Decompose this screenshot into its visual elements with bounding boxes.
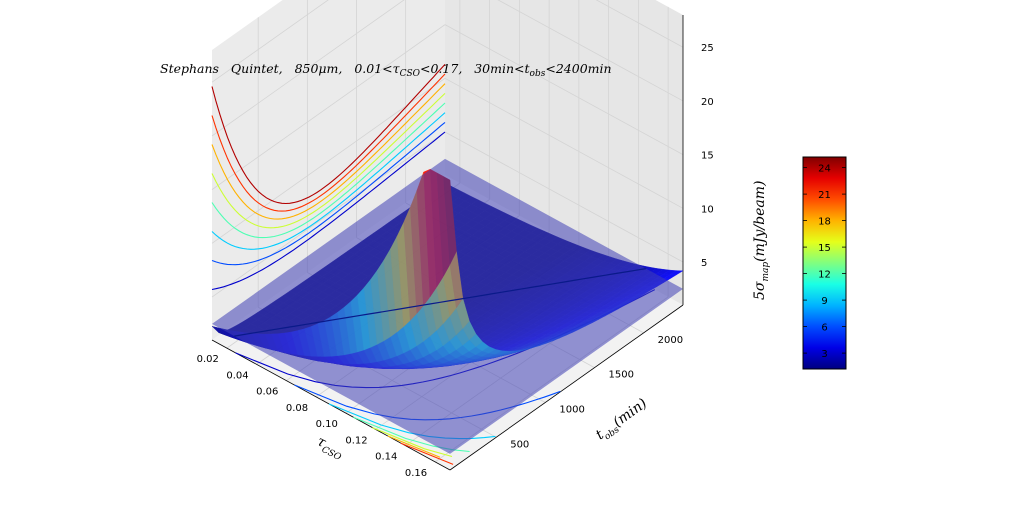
- title-wavelength: 850μm,: [295, 61, 343, 76]
- z-tick-label: 20: [701, 97, 714, 108]
- x-tick-label: 0.04: [226, 370, 248, 381]
- z-tick-label: 5: [701, 258, 707, 269]
- z-tick-label: 25: [701, 43, 714, 54]
- y-tick-label: 500: [510, 439, 529, 450]
- x-tick-label: 0.12: [345, 435, 367, 446]
- z-axis-label: 5σmap(mJy/beam): [752, 181, 771, 300]
- x-tick-label: 0.06: [256, 387, 278, 398]
- y-axis-label: tobs(min): [593, 396, 652, 446]
- title-t-low: 30min: [474, 61, 514, 76]
- colorbar-tick-label: 9: [821, 296, 827, 307]
- colorbar-tick-label: 15: [818, 243, 831, 254]
- x-tick-label: 0.10: [316, 419, 338, 430]
- y-tick-label: 1500: [609, 370, 634, 381]
- colorbar: 3 6 9 12 15 18 21 24: [803, 157, 846, 369]
- colorbar-gradient: [803, 157, 846, 369]
- x-tick-label: 0.02: [197, 354, 219, 365]
- x-axis-label: τCSO: [313, 433, 347, 463]
- colorbar-tick-label: 21: [818, 190, 831, 201]
- title-object: Quintet,: [231, 61, 283, 76]
- title-tau-low: 0.01: [354, 61, 382, 76]
- z-tick-label: 15: [701, 151, 714, 162]
- colorbar-tick-label: 18: [818, 217, 831, 228]
- title-t-sub: obs: [530, 69, 546, 79]
- y-tick-label: 2000: [658, 335, 683, 346]
- z-tick-label: 10: [701, 204, 714, 215]
- y-tick-label: 1000: [559, 404, 584, 415]
- chart-title: Stephans Quintet, 850μm, 0.01<τCSO<0.17,…: [160, 61, 612, 79]
- title-tau-sub: CSO: [400, 69, 420, 79]
- title-name: Stephans: [160, 61, 219, 76]
- colorbar-tick-label: 12: [818, 270, 831, 281]
- x-tick-label: 0.16: [405, 468, 427, 479]
- colorbar-tick-label: 24: [818, 164, 831, 175]
- colorbar-tick-label: 6: [821, 323, 827, 334]
- x-tick-label: 0.14: [375, 452, 397, 463]
- colorbar-tick-label: 3: [821, 349, 827, 360]
- x-tick-label: 0.08: [286, 403, 308, 414]
- title-tau-sym: τ: [393, 61, 400, 76]
- title-tau-high: 0.17,: [430, 61, 462, 76]
- title-t-high: 2400min: [556, 61, 612, 76]
